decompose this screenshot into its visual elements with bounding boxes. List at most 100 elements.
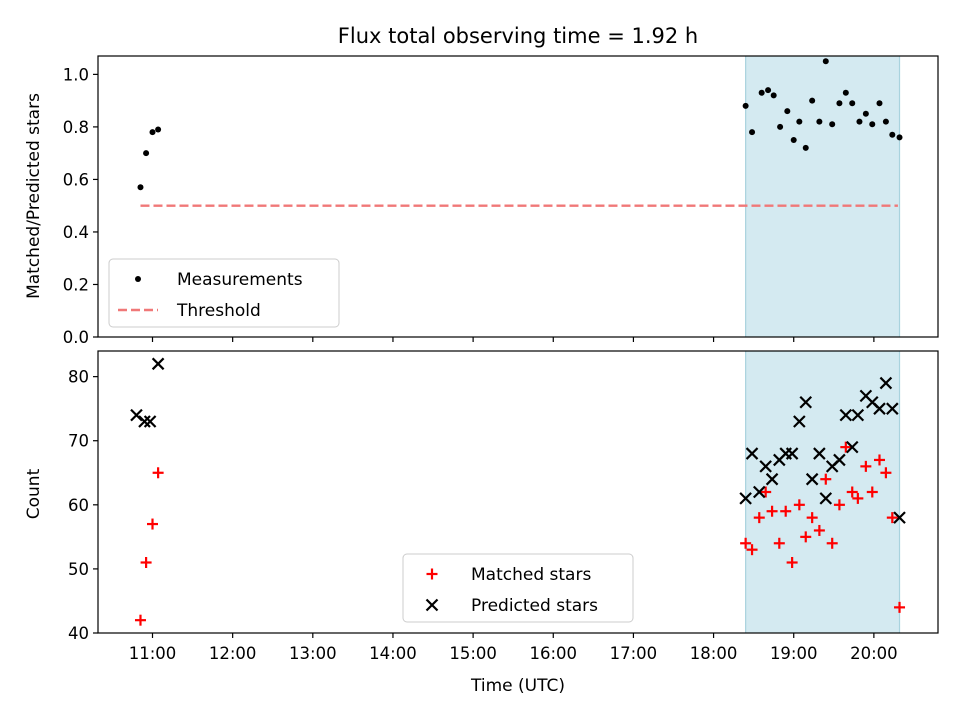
predicted-stars-point [799,395,813,409]
measurement-point [784,108,791,115]
measurement-point [809,97,816,104]
measurement-point [816,118,823,125]
x-stroke [143,415,157,428]
measurement-point [849,100,856,107]
x-stroke [785,447,799,460]
x-tick-label: 20:00 [850,644,898,663]
plot-frame [97,350,939,634]
predicted-stars-point [851,408,865,422]
measurement-point [889,131,896,138]
y-tick-label: 40 [68,624,89,643]
predicted-stars-point [845,440,859,454]
y-tick-label: 50 [68,560,89,579]
y-tick-label: 0.6 [63,170,89,189]
matched-stars-point [826,537,838,549]
measurement-point [869,121,876,128]
series-predicted-stars [130,357,906,524]
top-y-axis-label: Matched/Predicted stars [24,93,44,299]
matched-stars-point [746,544,758,556]
x-stroke [839,408,853,422]
predicted-stars-point [785,447,799,460]
y-tick-label: 1.0 [63,65,89,84]
measurement-point [765,87,772,94]
legend: Measurements Threshold [108,258,340,328]
matched-stars-point [833,499,845,511]
measurement-point [149,129,156,136]
predicted-stars-point [793,415,806,428]
bottom-y-axis-label: Count [24,468,44,519]
predicted-stars-point [813,447,826,460]
measurement-point [829,121,836,128]
measurement-point [758,89,765,96]
y-tick-label: 0.0 [63,328,89,347]
predicted-stars-point [745,447,759,460]
series-measurements [137,58,903,191]
predicted-stars-point [759,460,772,473]
x-stroke [859,389,873,403]
matched-stars-point [866,486,878,498]
observing-span-shade [745,56,900,337]
matched-stars-point [140,557,152,568]
measurement-point [777,123,784,130]
x-tick-label: 18:00 [690,644,738,663]
x-tick-label: 15:00 [449,644,497,663]
matched-stars-point [840,441,852,453]
measurement-point [896,134,903,141]
x-stroke [893,511,906,524]
matched-stars-point [846,486,858,498]
x-stroke [851,408,865,422]
x-stroke [793,415,806,428]
matched-stars-point [880,467,892,479]
matched-stars-point [813,524,825,536]
legend-label: Measurements [177,270,303,290]
x-tick-label: 12:00 [209,644,257,663]
x-tick-label: 11:00 [129,644,177,663]
y-tick-label: 0.8 [63,118,89,137]
matched-stars-point [753,512,765,524]
predicted-stars-point [752,485,766,499]
measurement-point [862,110,869,117]
x-stroke [799,395,813,409]
x-stroke [833,453,846,467]
x-stroke [879,376,893,390]
x-stroke [886,402,899,415]
matched-stars-point [806,512,818,524]
predicted-stars-point [839,408,853,422]
x-tick-label: 13:00 [289,644,337,663]
x-stroke [845,440,859,454]
x-stroke [138,415,151,428]
matched-stars-point [780,505,792,517]
x-tick-label: 19:00 [770,644,818,663]
measurement-point [749,129,756,136]
x-stroke [130,408,143,422]
top-panel: 0.0 0.2 0.4 0.6 0.8 1.0 Measurements Threshold [63,55,939,347]
measurement-point [790,137,797,144]
x-stroke [765,472,779,486]
predicted-stars-point [143,415,157,428]
y-tick-label: 70 [68,432,89,451]
legend-x-marker [425,598,439,612]
measurement-point [856,118,863,125]
y-tick-label: 60 [68,496,89,515]
matched-stars-point [860,460,872,472]
measurement-point [876,100,883,107]
measurement-point [836,100,843,107]
plot-frame [97,55,939,338]
x-stroke [151,357,165,371]
x-tick-label: 17:00 [610,644,658,663]
matched-stars-point [134,614,146,626]
matched-stars-point [147,518,159,530]
predicted-stars-point [138,415,151,428]
matched-stars-point [894,601,906,613]
x-stroke [865,395,879,409]
measurement-point [882,118,889,125]
x-stroke [739,492,752,505]
legend-box [108,258,340,328]
matched-stars-point [793,499,805,511]
x-stroke [873,402,886,415]
legend-label: Predicted stars [471,596,598,616]
legend: Matched stars Predicted stars [402,553,634,623]
x-stroke [805,472,819,486]
matched-stars-point [152,467,164,479]
